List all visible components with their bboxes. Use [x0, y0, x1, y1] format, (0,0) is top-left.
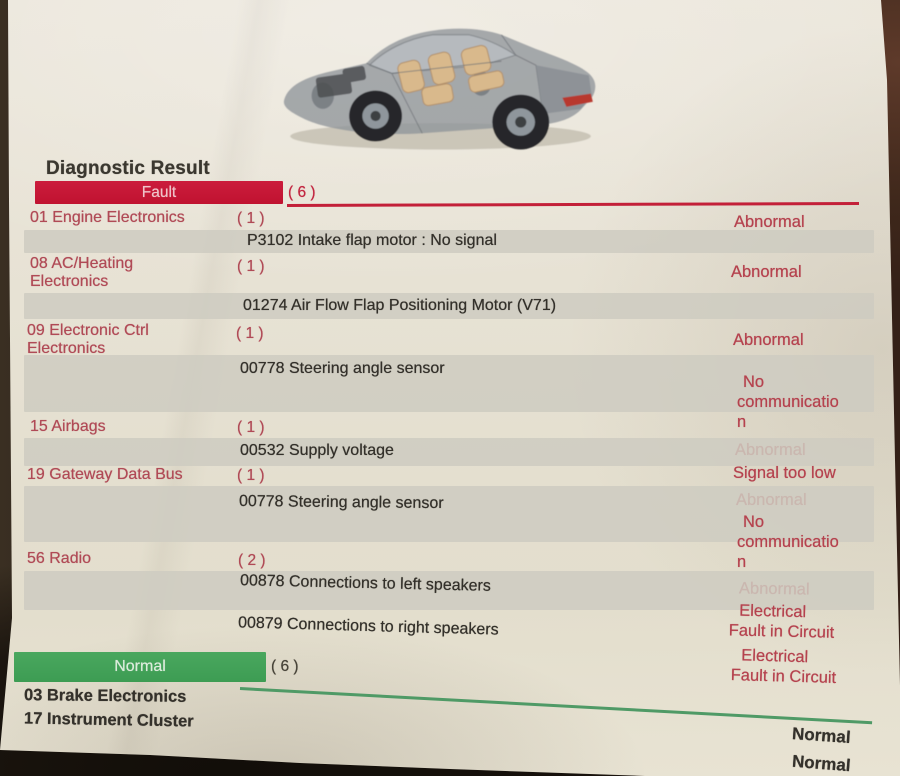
- dtc-text: 00778 Steering angle sensor: [238, 492, 444, 513]
- fault-count-cell: ( 1 ): [236, 325, 264, 342]
- status-label: Abnormal: [731, 263, 802, 281]
- row-stripe: [24, 571, 874, 610]
- status-label: No communicatio n: [737, 373, 839, 431]
- normal-header-label: Normal: [114, 658, 166, 675]
- normal-count: ( 6 ): [271, 658, 299, 675]
- system-label: 01 Engine Electronics: [30, 209, 185, 226]
- car-seats: [397, 44, 505, 107]
- row-stripe: [24, 486, 874, 542]
- dtc-text: 00778 Steering angle sensor: [240, 360, 445, 377]
- fault-count-cell: ( 2 ): [238, 552, 266, 569]
- page-title: Diagnostic Result: [46, 158, 210, 179]
- fault-header-label: Fault: [141, 183, 177, 201]
- fault-count-cell: ( 1 ): [237, 210, 265, 227]
- status-label: Electrical Fault in Circuit: [728, 601, 835, 642]
- status-label: Normal: [791, 723, 852, 748]
- normal-underline: [239, 687, 873, 725]
- system-label: 03 Brake Electronics: [23, 686, 187, 706]
- dtc-text: P3102 Intake flap motor : No signal: [247, 232, 497, 249]
- row-stripe: [24, 293, 874, 319]
- status-label: Signal too low: [733, 464, 836, 482]
- normal-header-bar: Normal: [14, 652, 266, 682]
- car-cutaway-svg: [283, 28, 596, 150]
- car-wheels: [349, 90, 550, 150]
- fault-count: ( 6 ): [288, 184, 316, 201]
- system-label: 09 Electronic Ctrl Electronics: [27, 322, 149, 357]
- status-label: Electrical Fault in Circuit: [730, 646, 837, 687]
- status-label: Abnormal: [733, 331, 804, 349]
- row-stripe: [24, 438, 874, 466]
- system-label: 17 Instrument Cluster: [23, 709, 194, 731]
- row-stripe: [24, 230, 874, 253]
- fault-count-cell: ( 1 ): [237, 419, 265, 436]
- status-label: Normal: [791, 751, 852, 776]
- dtc-text: 00879 Connections to right speakers: [237, 614, 499, 639]
- dtc-text: 01274 Air Flow Flap Positioning Motor (V…: [243, 297, 557, 314]
- car-engine: [315, 65, 367, 98]
- system-label: 19 Gateway Data Bus: [27, 466, 183, 483]
- status-label: No communicatio n: [737, 513, 839, 571]
- fault-header-bar: Fault: [35, 181, 283, 204]
- car-taillight: [562, 93, 593, 107]
- fault-count-cell: ( 1 ): [237, 258, 265, 275]
- status-label: Abnormal: [734, 213, 805, 231]
- system-label: 15 Airbags: [30, 418, 106, 435]
- car-cutaway-image: [270, 8, 605, 156]
- fault-underline: [286, 202, 860, 208]
- dtc-text: 00532 Supply voltage: [240, 442, 394, 459]
- system-label: 56 Radio: [27, 550, 92, 567]
- fault-count-cell: ( 1 ): [237, 467, 265, 484]
- system-label: 08 AC/Heating Electronics: [30, 255, 134, 290]
- row-stripe: [24, 355, 874, 412]
